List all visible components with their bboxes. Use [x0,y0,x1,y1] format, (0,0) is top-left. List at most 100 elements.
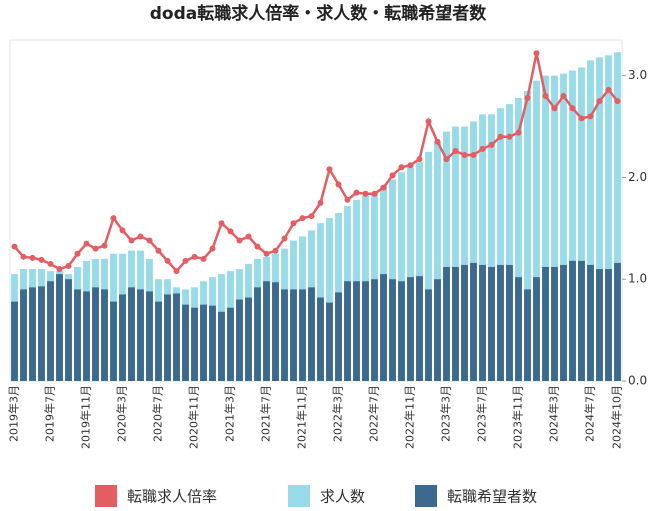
bar [479,114,486,381]
point [200,255,207,262]
x-tick-label: 2023年7月 [475,385,489,442]
bar [92,287,99,381]
bar [164,294,171,381]
bar [488,266,495,381]
plot-frame [9,39,623,382]
point [29,254,36,261]
point [299,215,306,222]
bar [452,266,459,381]
x-tick-label: 2024年10月 [610,385,624,449]
bar [38,286,45,381]
bar [299,289,306,381]
bar [146,291,153,381]
y-tick-label: 1.0 [628,272,647,286]
point [353,189,360,196]
bar [137,289,144,381]
x-tick-label: 2021年3月 [223,385,237,442]
point [425,118,432,125]
x-tick-label: 2020年11月 [187,385,201,449]
bar [416,162,423,381]
bar [56,274,63,381]
bar [596,269,603,381]
bar [119,294,126,381]
point [614,98,621,105]
bar [488,114,495,381]
bar [209,305,216,381]
bar [317,297,324,381]
bar [533,277,540,381]
bar [65,279,72,381]
bar [272,282,279,381]
bar [371,279,378,381]
bar [560,73,567,382]
point [281,235,288,242]
bar [173,293,180,381]
point [38,256,45,263]
bar [416,276,423,381]
point [560,92,567,99]
x-tick-label: 2019年7月 [43,385,57,442]
point [137,233,144,240]
point [227,228,234,235]
point [407,162,414,169]
point [569,105,576,112]
bar [281,289,288,381]
x-tick-label: 2023年3月 [439,385,453,442]
bar [407,167,414,381]
point [263,250,270,257]
x-tick-label: 2023年11月 [511,385,525,449]
point [164,257,171,264]
point [20,253,27,260]
bar [587,60,594,381]
legend-swatch [95,485,117,507]
bar [191,307,198,381]
bar [407,277,414,381]
point [155,247,162,254]
point [191,253,198,260]
bar [605,55,612,382]
point [182,257,189,264]
bar [326,302,333,381]
bar [524,289,531,381]
x-tick-label: 2022年3月 [331,385,345,442]
bar [542,266,549,381]
bar [533,80,540,381]
bar [614,52,621,381]
x-tick-label: 2024年3月 [547,385,561,442]
y-tick-label: 3.0 [628,68,647,82]
bar [83,291,90,381]
bar [227,307,234,381]
point [380,184,387,191]
point [128,237,135,244]
point [533,50,540,57]
bar [263,281,270,381]
point [551,105,558,112]
point [515,129,522,136]
bar [569,260,576,381]
point [506,133,513,140]
point [587,113,594,120]
x-tick-label: 2020年3月 [115,385,129,442]
point [578,115,585,122]
point [236,237,243,244]
point [488,141,495,148]
bar [182,304,189,381]
x-tick-label: 2021年7月 [259,385,273,442]
point [209,245,216,252]
legend-swatch [415,485,437,507]
bar [461,264,468,381]
point [56,266,63,273]
bar [470,262,477,381]
bar [425,289,432,381]
x-tick-label: 2020年7月 [151,385,165,442]
point [101,242,108,249]
bar [308,287,315,381]
bar [470,121,477,382]
bar [578,260,585,381]
point [434,138,441,145]
point [290,220,297,227]
bar [605,269,612,381]
bar [218,311,225,381]
bar [380,274,387,381]
bar [398,281,405,381]
